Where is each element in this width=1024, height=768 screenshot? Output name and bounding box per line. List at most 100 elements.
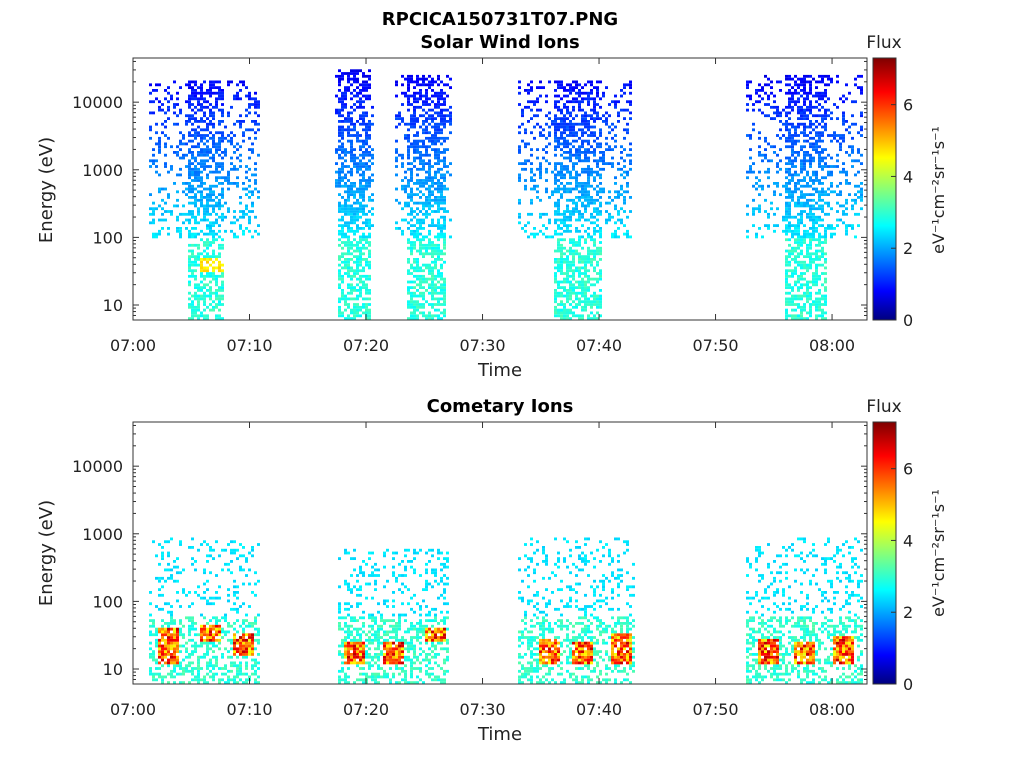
heatmap-cell [851, 227, 854, 230]
heatmap-cell [194, 159, 197, 163]
heatmap-cell [338, 243, 341, 247]
heatmap-cell [764, 103, 767, 106]
heatmap-cell [185, 667, 188, 670]
heatmap-cell [569, 317, 572, 321]
heatmap-cell [224, 562, 227, 566]
heatmap-cell [437, 103, 440, 106]
heatmap-cell [359, 187, 362, 191]
heatmap-cell [428, 283, 431, 287]
heatmap-cell [341, 108, 344, 112]
heatmap-cell [770, 207, 773, 211]
heatmap-cell [572, 289, 575, 292]
heatmap-cell [362, 111, 365, 115]
heatmap-cell [395, 156, 398, 160]
heatmap-cell [560, 303, 563, 306]
heatmap-cell [194, 105, 197, 109]
heatmap-cell [776, 80, 779, 84]
heatmap-cell [407, 212, 410, 216]
heatmap-cell [629, 91, 632, 95]
heatmap-cell [623, 117, 626, 121]
heatmap-cell [581, 134, 584, 137]
heatmap-cell [209, 636, 212, 639]
heatmap-cell [764, 224, 767, 228]
heatmap-cell [221, 134, 224, 137]
heatmap-cell [428, 193, 431, 197]
heatmap-cell [359, 145, 362, 149]
heatmap-cell [764, 148, 767, 152]
heatmap-cell [542, 232, 545, 236]
heatmap-cell [536, 114, 539, 118]
heatmap-cell [818, 241, 821, 244]
heatmap-cell [557, 269, 560, 273]
heatmap-cell [629, 86, 632, 90]
plot-frame [132, 57, 868, 321]
heatmap-cell [212, 86, 215, 90]
heatmap-cell [563, 272, 566, 275]
heatmap-cell [368, 232, 371, 236]
heatmap-cell [821, 97, 824, 101]
heatmap-cell [212, 136, 215, 140]
heatmap-cell [203, 277, 206, 281]
heatmap-cell [368, 176, 371, 180]
heatmap-cell [368, 165, 371, 168]
heatmap-cell [770, 91, 773, 95]
heatmap-cell [188, 317, 191, 321]
heatmap-cell [422, 221, 425, 225]
heatmap-cell [554, 297, 557, 301]
heatmap-cell [578, 159, 581, 163]
heatmap-cell [338, 108, 341, 112]
heatmap-cell [173, 675, 176, 679]
heatmap-cell [434, 111, 437, 115]
heatmap-cell [167, 638, 170, 642]
heatmap-cell [194, 91, 197, 95]
heatmap-cell [347, 184, 350, 188]
heatmap-cell [254, 179, 257, 182]
heatmap-cell [806, 229, 809, 233]
heatmap-cell [815, 91, 818, 95]
heatmap-cell [194, 633, 197, 637]
heatmap-cell [419, 283, 422, 287]
heatmap-cell [176, 591, 179, 594]
heatmap-cell [746, 170, 749, 174]
heatmap-cell [581, 308, 584, 312]
heatmap-cell [770, 159, 773, 163]
heatmap-cell [194, 647, 197, 651]
heatmap-cell [440, 249, 443, 253]
heatmap-cell [344, 72, 347, 75]
heatmap-cell [443, 277, 446, 281]
heatmap-cell [191, 91, 194, 95]
heatmap-cell [434, 91, 437, 95]
heatmap-cell [569, 173, 572, 177]
heatmap-cell [587, 125, 590, 129]
heatmap-cell [815, 215, 818, 219]
heatmap-cell [176, 103, 179, 106]
heatmap-cell [233, 122, 236, 126]
heatmap-cell [341, 255, 344, 259]
heatmap-cell [797, 151, 800, 154]
heatmap-cell [566, 249, 569, 253]
heatmap-cell [434, 291, 437, 295]
heatmap-cell [206, 260, 209, 264]
heatmap-cell [554, 103, 557, 106]
heatmap-cell [431, 317, 434, 321]
heatmap-cell [803, 131, 806, 135]
heatmap-cell [554, 204, 557, 208]
heatmap-cell [560, 173, 563, 177]
heatmap-cell [185, 83, 188, 87]
heatmap-cell [371, 162, 374, 166]
heatmap-cell [188, 605, 191, 608]
heatmap-cell [350, 117, 353, 121]
heatmap-cell [746, 108, 749, 112]
heatmap-cell [821, 182, 824, 185]
heatmap-cell [233, 602, 236, 606]
heatmap-cell [242, 83, 245, 87]
heatmap-cell [755, 207, 758, 211]
heatmap-cell [218, 162, 221, 166]
heatmap-cell [569, 128, 572, 132]
heatmap-cell [170, 647, 173, 651]
heatmap-cell [581, 142, 584, 146]
heatmap-cell [599, 249, 602, 253]
heatmap-cell [413, 100, 416, 104]
heatmap-cell [176, 633, 179, 637]
heatmap-cell [206, 241, 209, 244]
